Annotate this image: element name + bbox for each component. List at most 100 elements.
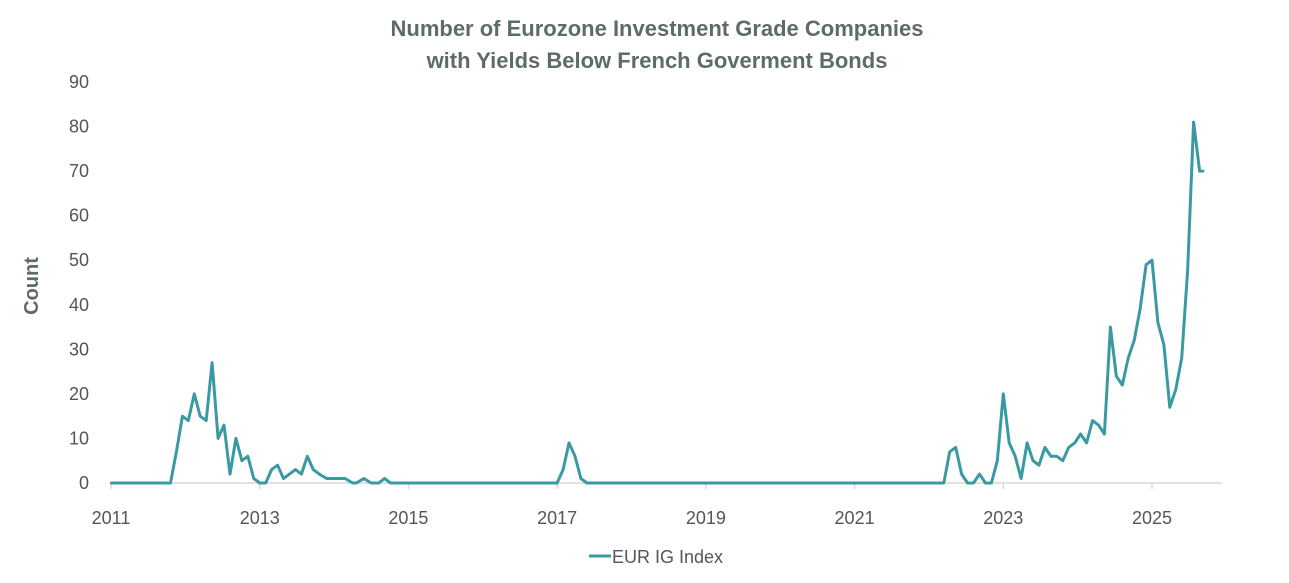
data-point	[246, 455, 249, 458]
data-point	[954, 446, 957, 449]
data-point	[240, 459, 244, 462]
data-point	[1043, 446, 1047, 449]
data-point	[389, 481, 392, 485]
legend-label: EUR IG Index	[612, 547, 723, 567]
data-point	[332, 477, 336, 480]
y-tick-label: 80	[69, 117, 89, 137]
data-point	[1192, 120, 1195, 124]
data-point	[344, 477, 347, 480]
data-point	[362, 477, 365, 480]
data-point	[1144, 263, 1148, 266]
data-point	[383, 477, 386, 480]
data-point	[270, 468, 273, 471]
data-point	[555, 481, 559, 485]
data-point	[1103, 432, 1106, 436]
data-point	[318, 472, 321, 476]
x-tick-label: 2013	[240, 508, 280, 528]
data-point	[306, 455, 309, 458]
data-point	[1202, 169, 1205, 173]
data-point	[1079, 432, 1082, 436]
data-point	[210, 361, 214, 364]
data-point	[1168, 406, 1172, 409]
data-point	[579, 477, 583, 480]
data-point	[1067, 446, 1070, 449]
y-axis-label: Count	[21, 257, 43, 315]
x-tick-label: 2019	[686, 508, 726, 528]
data-point	[1186, 267, 1189, 271]
x-tick-label: 2023	[983, 508, 1023, 528]
y-tick-label: 90	[69, 72, 89, 92]
data-point	[1133, 339, 1136, 342]
data-point	[1014, 455, 1017, 458]
series-line-eur-ig-index	[111, 120, 1204, 485]
data-point	[264, 481, 267, 485]
data-point	[351, 481, 354, 485]
data-point	[228, 472, 232, 476]
data-point	[481, 481, 484, 485]
data-point	[187, 419, 190, 422]
y-tick-label: 10	[69, 428, 89, 448]
x-tick-label: 2015	[388, 508, 428, 528]
data-point	[960, 472, 963, 476]
data-point	[169, 481, 172, 485]
data-point	[1073, 441, 1076, 445]
chart-title-line1: Number of Eurozone Investment Grade Comp…	[391, 16, 924, 41]
data-point	[258, 481, 261, 485]
data-point	[972, 481, 975, 485]
x-axis-ticks: 2011 2013 2015 2017 2019 2021 2023 2025	[92, 483, 1172, 528]
data-point	[1156, 321, 1160, 324]
data-point	[1198, 169, 1201, 173]
data-point	[294, 468, 297, 471]
data-point	[175, 450, 178, 453]
data-point	[1031, 459, 1035, 462]
data-point	[1127, 357, 1130, 360]
data-point	[978, 472, 981, 476]
data-point	[573, 455, 577, 458]
data-point	[984, 481, 987, 485]
data-point	[1174, 388, 1178, 391]
data-point	[109, 481, 113, 485]
data-point	[234, 437, 238, 440]
data-point	[966, 481, 969, 485]
legend: EUR IG Index	[589, 547, 723, 567]
data-point	[996, 459, 999, 462]
data-point	[1180, 357, 1183, 360]
x-tick-label: 2017	[537, 508, 577, 528]
y-tick-label: 40	[69, 295, 89, 315]
data-point	[370, 481, 373, 485]
data-point	[193, 392, 196, 396]
data-point	[990, 481, 993, 485]
data-point	[585, 481, 589, 485]
data-point	[948, 450, 951, 453]
data-point	[1055, 455, 1059, 458]
data-point	[1049, 455, 1053, 458]
data-point	[1008, 441, 1011, 445]
y-tick-label: 70	[69, 161, 89, 181]
data-point	[1061, 459, 1065, 462]
x-tick-label: 2011	[92, 508, 131, 528]
data-point	[1019, 477, 1023, 480]
data-point	[222, 423, 226, 427]
y-tick-label: 30	[69, 339, 89, 359]
y-tick-label: 60	[69, 206, 89, 226]
y-tick-label: 20	[69, 384, 89, 404]
data-point	[561, 468, 565, 471]
data-point	[1025, 441, 1029, 445]
data-point	[630, 481, 633, 485]
data-point	[199, 415, 202, 418]
y-tick-label: 50	[69, 250, 89, 270]
data-point	[1091, 419, 1094, 422]
x-tick-label: 2021	[835, 508, 875, 528]
data-point	[276, 464, 279, 467]
data-point	[377, 481, 380, 485]
y-axis-ticks: 0 10 20 30 40 50 60 70 80 90	[69, 72, 89, 493]
data-point	[325, 477, 328, 480]
data-point	[1115, 374, 1118, 378]
data-point	[1109, 325, 1112, 329]
data-point	[1085, 441, 1088, 445]
data-point	[1097, 423, 1100, 427]
data-point	[1002, 392, 1005, 396]
data-point	[1121, 383, 1124, 387]
data-point	[205, 419, 208, 422]
